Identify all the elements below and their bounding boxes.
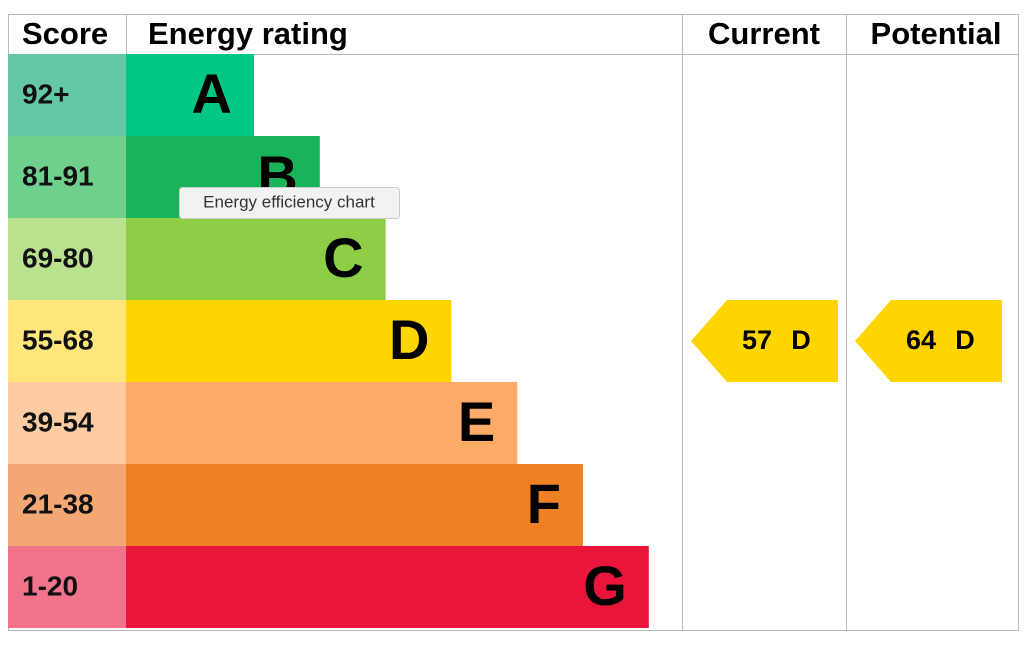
band-score: 81-91 [22,160,94,191]
band-bar [126,54,254,136]
band-bar [126,382,518,464]
header-rating: Energy rating [148,16,348,51]
band-letter: A [192,62,232,125]
current-rating: 57 D [691,300,838,382]
band-letter: F [527,472,561,535]
band-bar [126,546,649,628]
band-bar [126,218,386,300]
rating-arrow [855,300,1002,382]
tooltip: Energy efficiency chart [179,187,400,219]
potential-rating: 64 D [855,300,1002,382]
band-score: 69-80 [22,242,94,273]
bands: 92+ A81-91 B69-80 C55-68 D39-54 E21-38 F1-20 G [8,54,649,628]
header-score: Score [22,16,108,51]
band-letter: D [389,308,429,371]
rating-letter: D [955,325,975,355]
band-score: 92+ [22,78,70,109]
band-letter: G [583,554,627,617]
score-cell [8,546,126,628]
score-cell [8,382,126,464]
rating-score: 64 [906,325,936,355]
rating-score: 57 [742,325,772,355]
band-score: 55-68 [22,324,94,355]
score-cell [8,300,126,382]
band-score: 1-20 [22,570,78,601]
rating-letter: D [791,325,811,355]
tooltip-text: Energy efficiency chart [203,192,375,211]
header-current: Current [708,16,820,51]
score-cell [8,136,126,218]
band-score: 21-38 [22,488,94,519]
band-bar [126,464,583,546]
score-cell [8,218,126,300]
rating-arrow [691,300,838,382]
ratings: 57 D 64 D [691,300,1002,382]
band-letter: C [323,226,363,289]
header-potential: Potential [871,16,1002,51]
score-cell [8,464,126,546]
band-score: 39-54 [22,406,94,437]
band-bar [126,300,452,382]
score-cell [8,54,126,136]
tooltip-box [179,187,400,219]
band-letter: E [458,390,495,453]
